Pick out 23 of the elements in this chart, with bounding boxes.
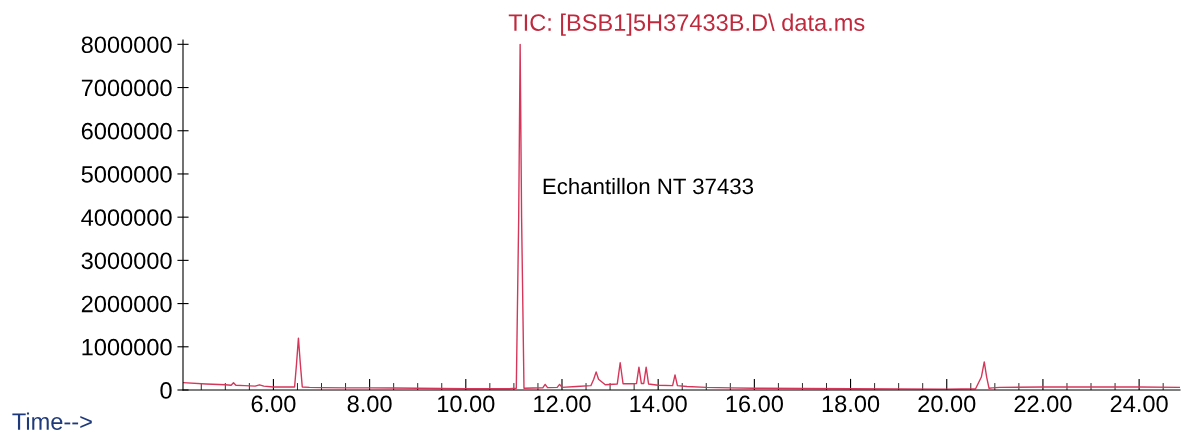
x-tick-label: 22.00 [1014,395,1072,413]
x-tick-label: 20.00 [918,395,976,413]
x-tick-label: 18.00 [822,395,880,413]
x-tick-label: 6.00 [251,395,296,413]
y-tick-label: 3000000 [81,252,172,270]
chart-title: TIC: [BSB1]5H37433B.D\ data.ms [508,13,865,36]
y-tick-label: 8000000 [81,36,172,54]
y-tick-label: 0 [160,382,172,399]
x-tick-label: 24.00 [1110,395,1168,413]
line-series [183,43,1180,390]
x-tick-label: 16.00 [726,395,783,413]
x-tick-label: 10.00 [438,395,495,413]
y-tick-label: 2000000 [81,295,172,313]
x-tick-label: 12.00 [534,395,591,413]
x-tick-label: 8.00 [347,395,392,413]
y-tick-label: 7000000 [81,79,172,97]
y-tick-label: 5000000 [81,166,172,183]
annotation: Echantillon NT 37433 [543,177,754,195]
y-tick-label: 4000000 [81,209,172,226]
y-tick-label: 6000000 [81,122,172,140]
x-axis-title: Time--> [12,412,92,430]
y-tick-label: 1000000 [82,338,172,356]
x-tick-label: 14.00 [630,395,687,413]
